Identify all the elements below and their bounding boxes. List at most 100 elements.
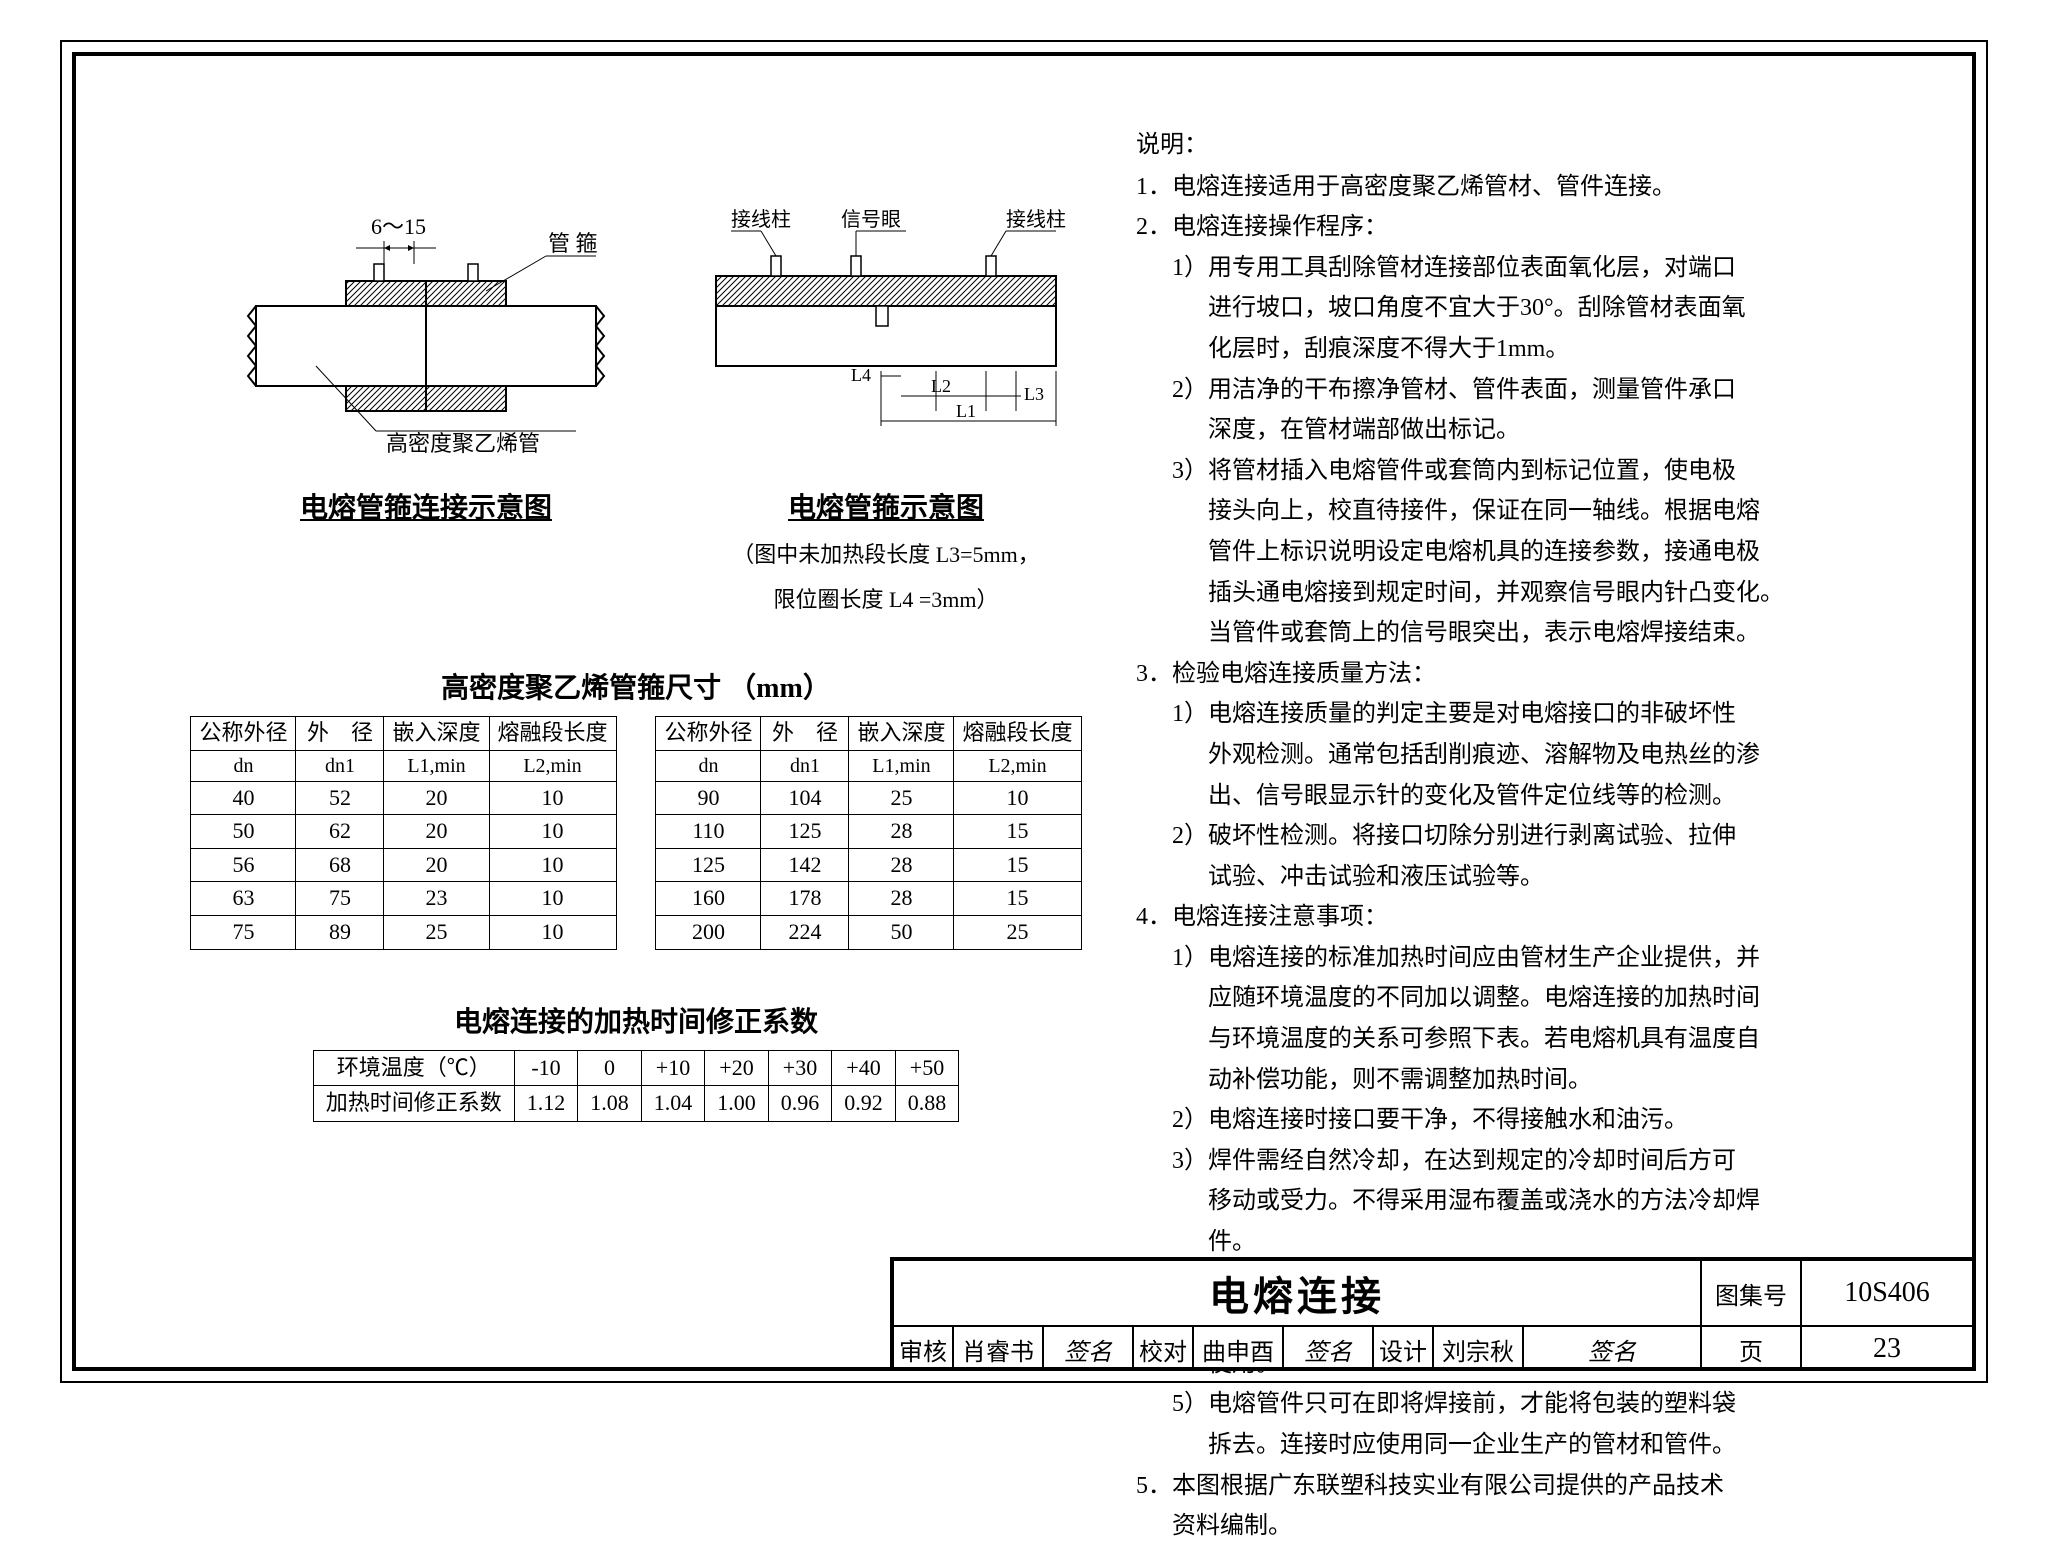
table-cell: 1.00	[705, 1086, 769, 1122]
callout-terminal-1: 接线柱	[731, 208, 791, 231]
table-cell: 28	[849, 848, 954, 882]
table-cell: 10	[489, 781, 616, 815]
table-row: 50622010	[191, 815, 616, 849]
diagram-row: 6～15 管 箍 高密度聚乙烯管 电熔管箍连接示意图	[216, 196, 1096, 616]
diagram-right-note1: （图中未加热段长度 L3=5mm，	[676, 538, 1096, 571]
note-4-5b: 拆去。连接时应使用同一企业生产的管材和管件。	[1136, 1426, 2026, 1466]
table-header: 外 径	[761, 717, 849, 751]
note-2-2b: 深度，在管材端部做出标记。	[1136, 411, 2026, 451]
note-2-3d: 插头通电熔接到规定时间，并观察信号眼内针凸变化。	[1136, 574, 2026, 614]
table-cell: 20	[384, 781, 489, 815]
note-1: 1．电熔连接适用于高密度聚乙烯管材、管件连接。	[1136, 168, 2026, 208]
main-title: 电熔连接	[894, 1261, 1702, 1325]
table-header-sub: dn1	[761, 750, 849, 781]
note-4-1b: 应随环境温度的不同加以调整。电熔连接的加热时间	[1136, 979, 2026, 1019]
table-cell: 0.88	[895, 1086, 959, 1122]
audit-name: 肖睿书	[954, 1327, 1044, 1371]
table-header: 熔融段长度	[489, 717, 616, 751]
table-row: 901042510	[656, 781, 1081, 815]
dim-table-right: 公称外径外 径嵌入深度熔融段长度 dndn1L1,minL2,min 90104…	[655, 716, 1081, 950]
table-cell: 28	[849, 815, 954, 849]
note-2-2a: 2）用洁净的干布擦净管材、管件表面，测量管件承口	[1136, 371, 2026, 411]
table-cell: 15	[954, 815, 1081, 849]
table-row: 1251422815	[656, 848, 1081, 882]
title-block: 电熔连接 图集号 10S406 审核 肖睿书 签名 校对 曲申酉 签名 设计 刘…	[890, 1257, 1972, 1367]
table-header-sub: dn	[656, 750, 761, 781]
note-4-3a: 3）焊件需经自然冷却，在达到规定的冷却时间后方可	[1136, 1142, 2026, 1182]
dim-table-title: 高密度聚乙烯管箍尺寸 （mm）	[176, 666, 1096, 706]
table-cell: 178	[761, 882, 849, 916]
callout-top: 管 箍	[548, 231, 598, 256]
table-cell: 56	[191, 848, 296, 882]
table-cell: 62	[296, 815, 384, 849]
dim-table-left: 公称外径外 径嵌入深度熔融段长度 dndn1L1,minL2,min 40522…	[190, 716, 616, 950]
table-row: 1601782815	[656, 882, 1081, 916]
coef-table-title: 电熔连接的加热时间修正系数	[176, 1000, 1096, 1040]
table-cell: 环境温度（℃）	[313, 1050, 514, 1086]
note-4-1a: 1）电熔连接的标准加热时间应由管材生产企业提供，并	[1136, 939, 2026, 979]
table-header-sub: L1,min	[849, 750, 954, 781]
note-4-3b: 移动或受力。不得采用湿布覆盖或浇水的方法冷却焊	[1136, 1182, 2026, 1222]
table-cell: 28	[849, 882, 954, 916]
table-header-sub: L2,min	[489, 750, 616, 781]
table-cell: +50	[895, 1050, 959, 1086]
table-cell: 23	[384, 882, 489, 916]
note-2-3e: 当管件或套筒上的信号眼突出，表示电熔焊接结束。	[1136, 614, 2026, 654]
table-cell: 15	[954, 848, 1081, 882]
notes-heading: 说明：	[1136, 126, 2026, 166]
callout-terminal-2: 接线柱	[1006, 208, 1066, 231]
table-cell: 1.12	[514, 1086, 578, 1122]
table-cell: 142	[761, 848, 849, 882]
table-cell: 125	[656, 848, 761, 882]
note-3-1b: 外观检测。通常包括刮削痕迹、溶解物及电热丝的渗	[1136, 736, 2026, 776]
dim-l1: L1	[956, 401, 976, 421]
dim-label: 6～15	[371, 214, 426, 239]
table-cell: +40	[832, 1050, 896, 1086]
table-header-sub: dn	[191, 750, 296, 781]
audit-sig: 签名	[1044, 1327, 1134, 1371]
table-cell: 125	[761, 815, 849, 849]
note-2-1a: 1）用专用工具刮除管材连接部位表面氧化层，对端口	[1136, 249, 2026, 289]
table-cell: 0.96	[768, 1086, 832, 1122]
table-cell: 25	[384, 915, 489, 949]
table-header-sub: L1,min	[384, 750, 489, 781]
coupling-connection-svg: 6～15 管 箍 高密度聚乙烯管	[236, 196, 616, 456]
note-2-1b: 进行坡口，坡口角度不宜大于30°。刮除管材表面氧	[1136, 289, 2026, 329]
table-row: 63752310	[191, 882, 616, 916]
note-2-3c: 管件上标识说明设定电熔机具的连接参数，接通电极	[1136, 533, 2026, 573]
table-cell: 25	[954, 915, 1081, 949]
dim-table-wrap: 公称外径外 径嵌入深度熔融段长度 dndn1L1,minL2,min 40522…	[176, 716, 1096, 950]
diagram-right-title: 电熔管箍示意图	[676, 486, 1096, 526]
table-header-sub: L2,min	[954, 750, 1081, 781]
note-4: 4．电熔连接注意事项：	[1136, 898, 2026, 938]
table-header-sub: dn1	[296, 750, 384, 781]
table-cell: 75	[296, 882, 384, 916]
note-4-1c: 与环境温度的关系可参照下表。若电熔机具有温度自	[1136, 1020, 2026, 1060]
note-3-1a: 1）电熔连接质量的判定主要是对电熔接口的非破坏性	[1136, 695, 2026, 735]
design-sig: 签名	[1524, 1327, 1702, 1371]
table-cell: 20	[384, 815, 489, 849]
note-4-1d: 动补偿功能，则不需调整加热时间。	[1136, 1061, 2026, 1101]
coef-table: 环境温度（℃）-100+10+20+30+40+50 加热时间修正系数1.121…	[313, 1050, 960, 1122]
check-label: 校对	[1134, 1327, 1194, 1371]
table-cell: +20	[705, 1050, 769, 1086]
table-row: 1101252815	[656, 815, 1081, 849]
diagram-left: 6～15 管 箍 高密度聚乙烯管 电熔管箍连接示意图	[216, 196, 636, 616]
dim-l4: L4	[851, 365, 871, 385]
note-3-2a: 2）破坏性检测。将接口切除分别进行剥离试验、拉伸	[1136, 817, 2026, 857]
design-label: 设计	[1374, 1327, 1434, 1371]
table-header: 外 径	[296, 717, 384, 751]
table-cell: +10	[641, 1050, 705, 1086]
table-cell: 10	[489, 915, 616, 949]
note-2-1c: 化层时，刮痕深度不得大于1mm。	[1136, 330, 2026, 370]
table-cell: 68	[296, 848, 384, 882]
diagram-right-note2: 限位圈长度 L4 =3mm）	[676, 583, 1096, 616]
table-header: 公称外径	[656, 717, 761, 751]
table-cell: 0.92	[832, 1086, 896, 1122]
note-2-3b: 接头向上，校直待接件，保证在同一轴线。根据电熔	[1136, 492, 2026, 532]
table-cell: 1.08	[578, 1086, 642, 1122]
table-header: 嵌入深度	[849, 717, 954, 751]
atlas-no: 10S406	[1802, 1261, 1972, 1325]
table-cell: 10	[954, 781, 1081, 815]
table-cell: 75	[191, 915, 296, 949]
